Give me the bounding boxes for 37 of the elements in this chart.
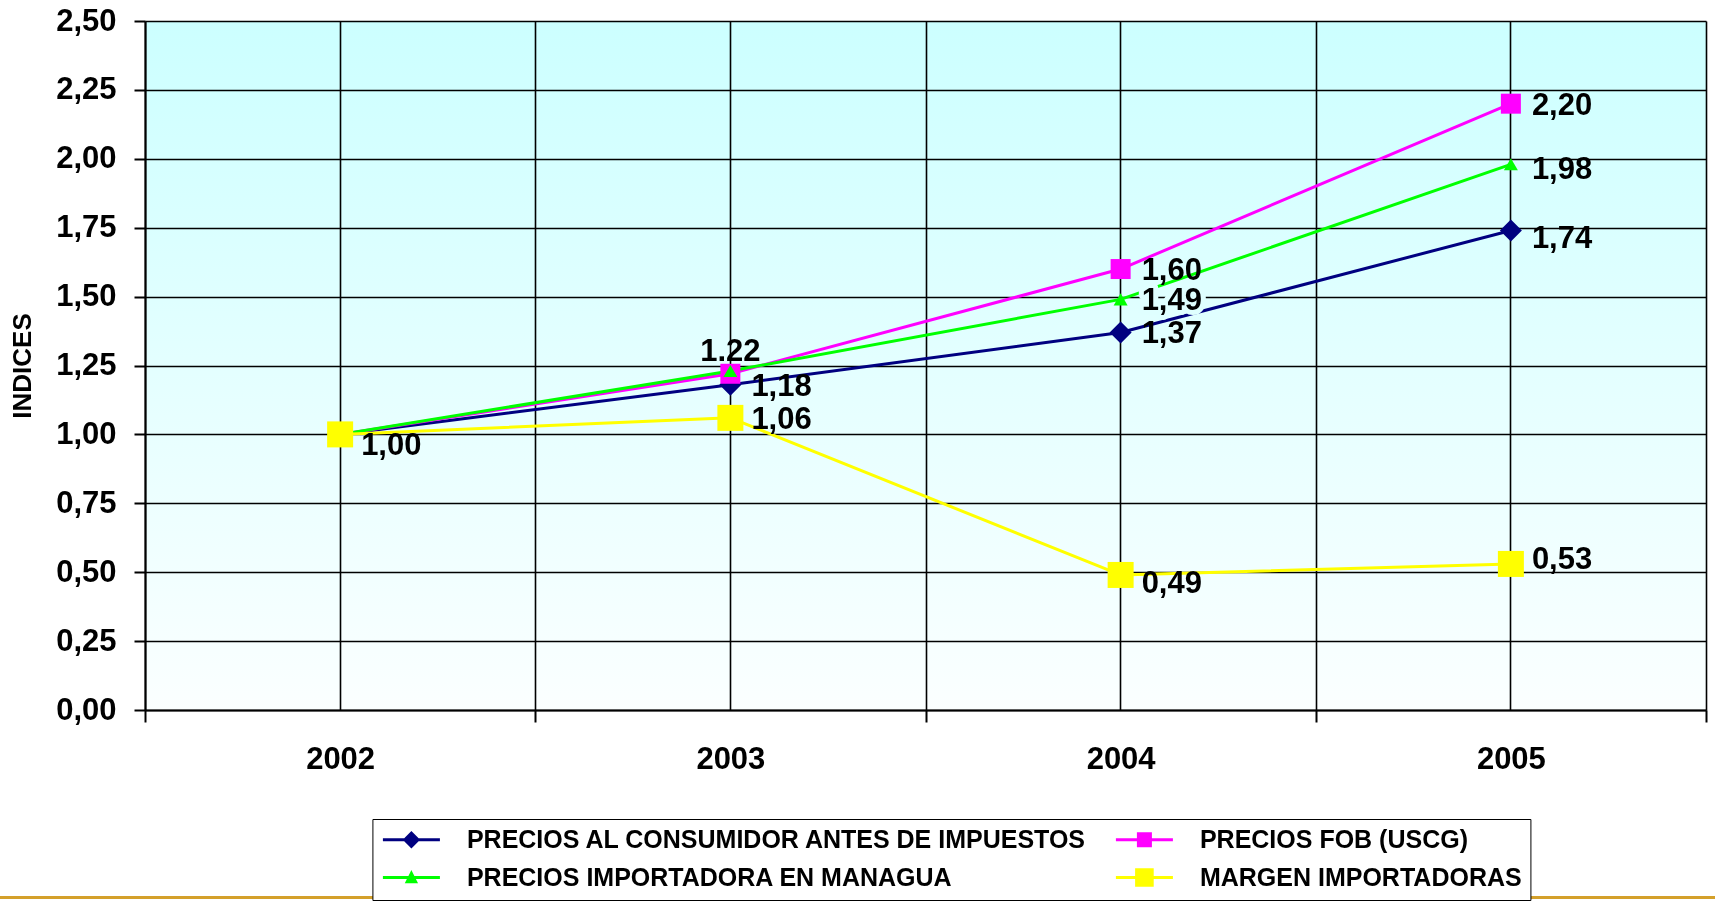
point [1503,158,1518,171]
data-label: 1,06 [751,400,812,436]
data-label: 1,18 [751,367,812,403]
y-tick-label: 2,25 [56,71,117,107]
point [1499,219,1522,242]
x-tick-label: 2003 [696,740,766,776]
point [1113,293,1128,306]
data-label: 2,20 [1531,86,1593,122]
legend-label: PRECIOS FOB (USCG) [1199,824,1468,853]
point [1497,550,1524,577]
legend-label: PRECIOS IMPORTADORA EN MANAGUA [466,862,952,891]
data-label: 0,53 [1531,540,1593,576]
data-label: 1,00 [361,427,422,463]
data-label: 1,37 [1141,315,1202,351]
point [1109,321,1132,344]
y-tick-label: 1,25 [56,347,117,382]
y-tick-label: 1,75 [56,209,117,245]
x-tick-label: 2004 [1086,740,1157,776]
legend-label: MARGEN IMPORTADORAS [1199,862,1522,891]
y-tick-label: 1,00 [56,415,117,451]
y-tick-label: 2,50 [56,2,117,38]
legend-label: PRECIOS AL CONSUMIDOR ANTES DE IMPUESTOS [466,824,1086,853]
data-label: 0,49 [1141,564,1202,600]
y-tick-label: 2,00 [56,140,117,176]
point [1110,259,1131,280]
y-axis-title: INDICES [7,313,38,419]
x-tick-label: 2005 [1476,740,1546,776]
point [1107,561,1134,588]
y-tick-label: 0,50 [56,553,117,589]
point [1500,93,1521,114]
y-tick-label: 0,25 [56,622,117,658]
data-label: 1,60 [1141,252,1202,288]
y-tick-label: 1,50 [56,278,117,314]
y-tick-label: 0,75 [56,484,117,520]
x-tick-label: 2002 [306,740,376,776]
y-tick-label: 0,00 [56,691,117,727]
point [717,404,744,431]
